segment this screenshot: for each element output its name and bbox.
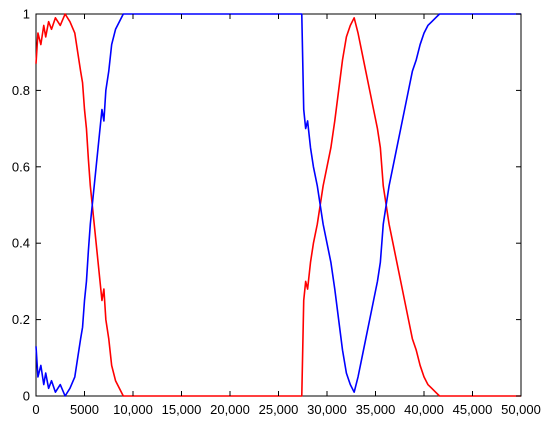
x-axis: 0 5000 10,000 15,000 20,000 25,000 30,000 35,00… [32,14,541,417]
x-tick-label: 25,000 [259,402,299,417]
y-tick-label: 0.2 [12,312,30,327]
plot-area [35,13,522,397]
y-tick-label: 0.4 [12,236,30,251]
series-line-0 [35,13,521,397]
x-tick-label: 40,000 [404,402,444,417]
series-line-1 [35,13,521,397]
x-tick-label: 45,000 [453,402,493,417]
x-tick-label: 30,000 [307,402,347,417]
series-layer [35,13,521,397]
x-tick-label: 5000 [70,402,99,417]
plot-frame [35,13,522,397]
x-tick-label: 35,000 [356,402,396,417]
y-axis: 0 0.2 0.4 0.6 0.8 1 [12,7,521,404]
x-tick-label: 0 [32,402,39,417]
y-tick-label: 0.6 [12,159,30,174]
y-tick-label: 0.8 [12,83,30,98]
x-tick-label: 15,000 [162,402,202,417]
x-tick-label: 20,000 [210,402,250,417]
y-tick-label: 0 [23,389,30,404]
y-tick-label: 1 [23,7,30,22]
x-tick-label: 10,000 [113,402,153,417]
x-tick-label: 50,000 [501,402,541,417]
